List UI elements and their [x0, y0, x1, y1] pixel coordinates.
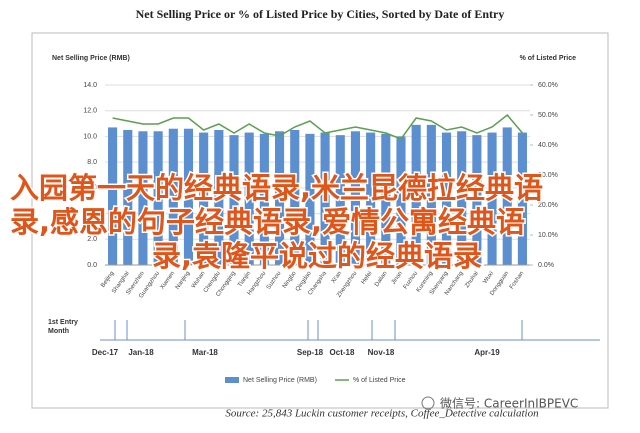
- bar: [411, 124, 421, 265]
- month-label: Sep-18: [297, 348, 324, 357]
- y-tick-label: 10.0: [83, 133, 97, 140]
- bar: [472, 135, 482, 265]
- bar: [229, 135, 239, 265]
- legend-swatch: [225, 377, 239, 383]
- y-tick-label: 6.0: [87, 185, 97, 192]
- bar: [396, 136, 406, 265]
- x-tick-label: Nanjing: [175, 271, 192, 291]
- bar: [381, 133, 391, 265]
- legend-label: Net Selling Price (RMB): [243, 377, 317, 384]
- y2-tick-label: 50.0%: [538, 112, 558, 119]
- x-tick-label: Foshan: [509, 271, 525, 291]
- bar: [487, 132, 497, 265]
- bar: [123, 130, 133, 265]
- y2-tick-label: 10.0%: [538, 232, 558, 239]
- watermark: 微信号: CareerInIBPEVC: [440, 397, 578, 411]
- x-tick-label: Wuxi: [482, 271, 495, 285]
- x-tick-label: Beijing: [100, 271, 115, 289]
- overlay-text: 录,感恩的句子经典语录,爱情公寓经典语: [10, 205, 525, 239]
- month-label: Nov-18: [368, 348, 395, 357]
- bar: [183, 128, 194, 265]
- x-tick-label: Zhuhai: [464, 271, 479, 289]
- bar: [517, 132, 527, 265]
- y-tick-label: 12.0: [83, 108, 97, 115]
- y-tick-label: 14.0: [83, 82, 97, 89]
- legend-label: % of Listed Price: [353, 377, 406, 384]
- bar: [244, 132, 254, 265]
- y-tick-label: 0.0: [87, 262, 97, 269]
- x-tick-label: Wuhan: [191, 271, 207, 290]
- bar: [290, 130, 300, 265]
- y2-tick-label: 20.0%: [538, 202, 558, 209]
- bar: [441, 132, 452, 265]
- month-label: Oct-18: [330, 348, 355, 357]
- month-label: Dec-17: [92, 348, 119, 357]
- bar: [502, 127, 512, 265]
- y-tick-label: 8.0: [87, 159, 97, 166]
- chart-title: Net Selling Price or % of Listed Price b…: [136, 7, 505, 21]
- month-label: Jan-18: [128, 348, 154, 357]
- y-tick-label: 2.0: [87, 236, 97, 243]
- month-label: Mar-18: [192, 348, 218, 357]
- bar: [168, 128, 178, 265]
- bar: [305, 133, 315, 265]
- y2-axis-title: % of Listed Price: [520, 55, 577, 62]
- bar: [153, 131, 163, 265]
- bar: [199, 132, 209, 265]
- bar: [320, 132, 330, 265]
- y2-tick-label: 40.0%: [538, 142, 558, 149]
- source: Source: 25,843 Luckin customer receipts,…: [225, 408, 539, 420]
- month-label: Apr-19: [474, 348, 500, 357]
- x-tick-label: Tianjin: [237, 271, 252, 289]
- timeline-title: 1st Entry: [48, 319, 78, 326]
- overlay-text: 录,袁隆平说过的经典语录: [152, 239, 482, 273]
- bar: [108, 127, 118, 265]
- bar: [366, 132, 376, 265]
- bar: [214, 130, 224, 265]
- x-tick-label: Dalian: [374, 271, 389, 288]
- x-tick-label: Suzhou: [266, 271, 283, 291]
- bar: [350, 131, 360, 265]
- overlay-text: 入园第一天的经典语录,米兰昆德拉经典语: [10, 171, 543, 205]
- line-series: [112, 113, 523, 140]
- y2-tick-label: 60.0%: [538, 82, 558, 89]
- y2-tick-label: 0.0%: [538, 262, 554, 269]
- bar: [138, 131, 148, 265]
- y2-tick-label: 30.0%: [538, 172, 558, 179]
- y-tick-label: 4.0: [87, 210, 97, 217]
- bar: [457, 131, 467, 265]
- timeline-title: Month: [48, 328, 69, 335]
- y-axis-title: Net Selling Price (RMB): [52, 55, 130, 62]
- bar: [275, 131, 285, 265]
- bar: [259, 133, 269, 265]
- bar: [426, 124, 436, 265]
- chart-frame: [31, 32, 609, 409]
- bar: [335, 135, 345, 265]
- wechat-icon: [421, 396, 435, 410]
